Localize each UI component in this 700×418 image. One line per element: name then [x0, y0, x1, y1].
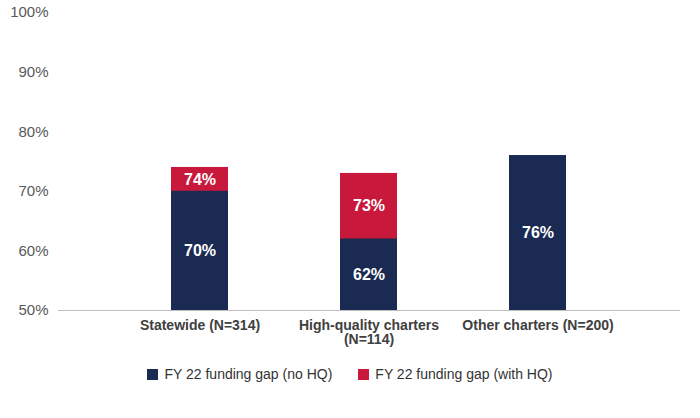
html-text:FY 22 funding gap (no HQ): FY 22 funding gap (no HQ) — [164, 366, 333, 382]
svg-text:60%: 60% — [18, 242, 48, 259]
svg-text:73%: 73% — [353, 197, 385, 214]
html-text:FY 22 funding gap (with HQ): FY 22 funding gap (with HQ) — [375, 366, 553, 382]
svg-text:74%: 74% — [184, 171, 216, 188]
svg-text:Other charters (N=200): Other charters (N=200) — [462, 317, 613, 333]
svg-text:90%: 90% — [18, 63, 48, 80]
svg-text:62%: 62% — [353, 266, 385, 283]
svg-text:80%: 80% — [18, 123, 48, 140]
svg-text:100%: 100% — [10, 3, 48, 20]
svg-text:Statewide (N=314): Statewide (N=314) — [140, 317, 260, 333]
svg-text:High-quality charters(N=114): High-quality charters(N=114) — [299, 317, 439, 347]
svg-text:50%: 50% — [18, 301, 48, 318]
svg-text:76%: 76% — [522, 224, 554, 241]
svg-text:70%: 70% — [184, 242, 216, 259]
svg-text:70%: 70% — [18, 182, 48, 199]
